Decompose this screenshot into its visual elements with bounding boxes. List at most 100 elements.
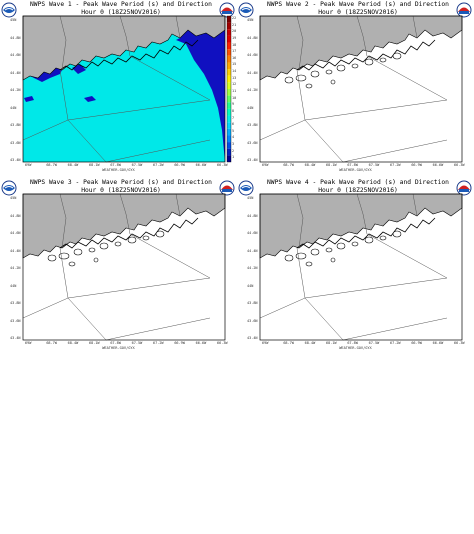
island (364, 58, 374, 66)
lat-tick-label: 44.8N (10, 213, 21, 218)
colorbar-label: 16 (232, 55, 237, 60)
coastline (59, 39, 199, 71)
land-mass (22, 15, 226, 81)
map-frame (22, 193, 226, 341)
zone-boundary (412, 193, 418, 217)
lon-tick-label: 68.4W (67, 163, 79, 167)
colorbar-label: 20 (232, 29, 237, 34)
colorbar-label: 5 (232, 128, 235, 133)
lat-tick-label: 44N (247, 105, 254, 110)
zone-boundary (296, 69, 306, 121)
title-line-1: NWPS Wave 2 - Peak Wave Period (s) and D… (267, 1, 449, 8)
colorbar-label: 12 (232, 82, 237, 87)
map-graphic (1, 2, 235, 163)
island (336, 242, 346, 250)
footer-url: WEATHER.GOV/GYX (339, 346, 372, 350)
lat-tick-label: 44.4N (247, 248, 258, 253)
lat-tick-label: 44.6N (10, 231, 21, 235)
lat-tick-label: 44.2N (10, 88, 21, 92)
lon-tick-label: 68.7W (283, 341, 294, 345)
zone-boundary (366, 233, 448, 279)
lat-tick-label: 44.4N (247, 70, 258, 75)
lat-tick-label: 44.8N (247, 35, 258, 40)
map-frame (259, 193, 463, 341)
lat-tick-label: 43.8N (247, 301, 258, 305)
lon-tick-label: 66.3W (454, 163, 465, 167)
colorbar-segment (227, 102, 231, 109)
zone-boundary (296, 15, 304, 71)
colorbar-label: 6 (232, 122, 235, 127)
colorbar-segment (227, 22, 231, 30)
zone-boundary (119, 15, 131, 57)
lon-tick-label: 67.8W (110, 163, 121, 167)
colorbar-segment (227, 122, 231, 129)
island (93, 257, 99, 263)
colorbar-label: 14 (232, 69, 237, 74)
nws-logo-icon (456, 180, 472, 196)
zone-boundary (342, 317, 448, 341)
island (325, 69, 333, 75)
island (58, 252, 70, 260)
zone-boundary (105, 317, 211, 341)
colorbar-label: 7 (232, 115, 235, 120)
colorbar-segment (227, 142, 231, 149)
zone-boundary (342, 139, 448, 163)
panel-title: NWPS Wave 1 - Peak Wave Period (s) and D… (26, 1, 216, 16)
colorbar-segment (227, 89, 231, 96)
lat-tick-label: 43.6N (10, 140, 21, 145)
lon-tick-label: 68.7W (46, 163, 57, 167)
colorbar-segment (227, 42, 231, 50)
wave-3-map-panel: NWPS Wave 3 - Peak Wave Period (s) and D… (0, 178, 237, 356)
lon-tick-label: 69W (25, 163, 32, 167)
title-line-1: NWPS Wave 3 - Peak Wave Period (s) and D… (30, 179, 212, 186)
island (305, 83, 313, 89)
lon-tick-label: 66.9W (411, 341, 422, 345)
island (392, 230, 402, 238)
zone-boundary (175, 15, 181, 39)
colorbar-segment (227, 55, 231, 63)
lon-tick-label: 68.1W (89, 163, 100, 167)
lon-tick-label: 66.3W (217, 341, 228, 345)
island (68, 261, 76, 267)
lat-tick-label: 43.8N (10, 301, 21, 305)
lat-tick-label: 45N (247, 196, 254, 200)
zone-boundary (22, 297, 69, 319)
zone-boundary (412, 15, 418, 39)
zone-boundary (129, 233, 211, 279)
land-mass (259, 193, 463, 259)
island (330, 79, 336, 85)
colorbar-label: 15 (232, 62, 237, 67)
title-line-1: NWPS Wave 4 - Peak Wave Period (s) and D… (267, 179, 449, 186)
lon-tick-label: 69W (25, 341, 32, 345)
island (351, 241, 359, 247)
island (392, 52, 402, 60)
noaa-logo-icon (238, 180, 254, 196)
lat-tick-label: 43.8N (10, 123, 21, 127)
land-mass (259, 15, 463, 81)
lon-tick-label: 67.8W (347, 341, 358, 345)
zone-boundary (304, 99, 448, 121)
lat-tick-label: 43.4N (247, 336, 258, 340)
zone-boundary (304, 119, 344, 163)
lon-tick-label: 66.9W (411, 163, 422, 167)
lon-tick-label: 66.6W (432, 163, 444, 167)
island (305, 261, 313, 267)
lat-tick-label: 45N (247, 18, 254, 22)
lon-tick-label: 68.1W (326, 163, 337, 167)
lat-tick-label: 44.6N (247, 53, 258, 57)
lon-tick-label: 66.6W (195, 341, 207, 345)
lon-tick-label: 66.9W (174, 341, 185, 345)
map-graphic (238, 2, 472, 163)
zone-boundary (366, 55, 448, 101)
coastline (296, 39, 436, 71)
zone-boundary (259, 119, 306, 141)
colorbar-label: 21 (232, 22, 237, 27)
lon-tick-label: 68.7W (46, 341, 57, 345)
zone-boundary (67, 297, 107, 341)
lon-tick-label: 66.6W (195, 163, 207, 167)
zone-boundary (59, 193, 67, 249)
footer-url: WEATHER.GOV/GYX (102, 346, 135, 350)
lon-tick-label: 67.5W (131, 163, 143, 167)
colorbar-label: 17 (232, 49, 237, 54)
island (295, 74, 307, 82)
